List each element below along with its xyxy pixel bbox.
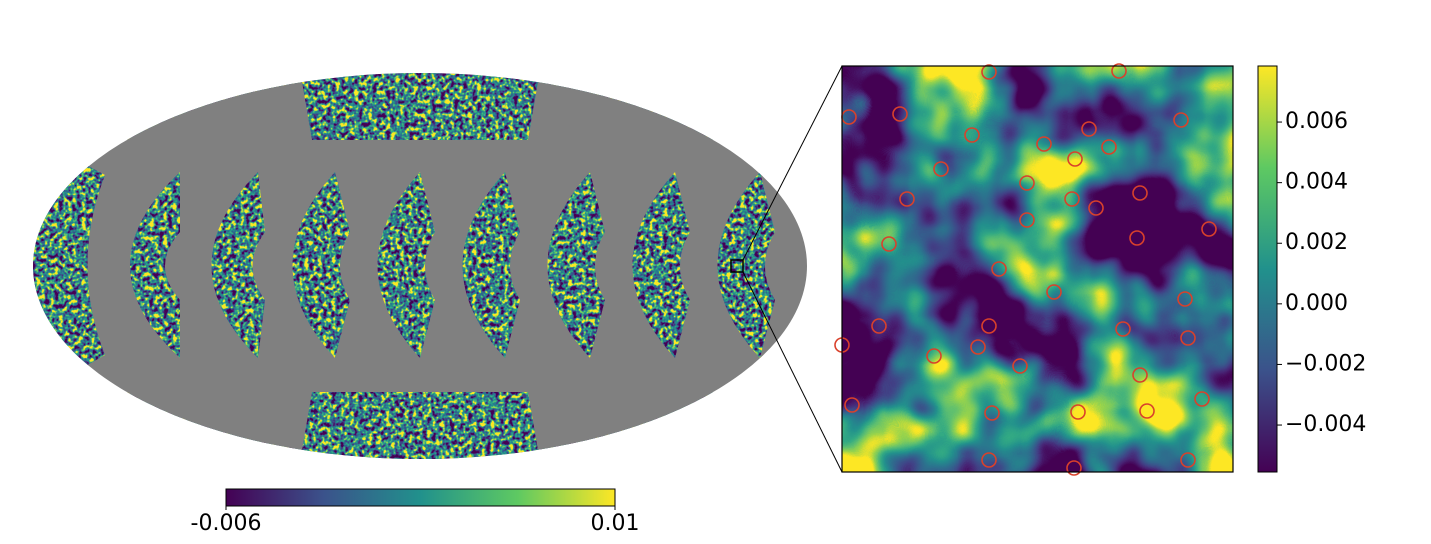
- zoom-image: [842, 66, 1233, 472]
- zoom-connector: [742, 271, 843, 473]
- peak: [1088, 200, 1104, 216]
- peak: [1201, 221, 1217, 237]
- mask-strip: [528, 73, 720, 140]
- mollweide-map: [33, 65, 843, 473]
- mask-strip: [528, 392, 720, 459]
- peak: [1111, 63, 1127, 79]
- peak: [926, 348, 942, 364]
- peak: [1129, 230, 1145, 246]
- colorbar-tick-label: -0.006: [191, 511, 262, 536]
- peak: [991, 261, 1007, 277]
- peak: [1180, 330, 1196, 346]
- colorbar-tick-label: −0.002: [1285, 351, 1366, 376]
- mask-strip: [120, 73, 312, 140]
- peak: [1132, 367, 1148, 383]
- peak: [1019, 212, 1035, 228]
- peak: [1064, 191, 1080, 207]
- mask-strip: [120, 392, 312, 459]
- peak: [1115, 321, 1131, 337]
- colorbar-tick-label: 0.006: [1285, 109, 1348, 134]
- colorbar: [225, 488, 616, 507]
- peak: [984, 405, 1000, 421]
- peak: [1067, 151, 1083, 167]
- peak: [1139, 403, 1155, 419]
- peak: [1180, 452, 1196, 468]
- zoom-box: [730, 259, 744, 273]
- peak: [981, 64, 997, 80]
- colorbar: [1257, 65, 1278, 473]
- peak: [981, 452, 997, 468]
- peak: [933, 161, 949, 177]
- colorbar-tick-label: 0.000: [1285, 291, 1348, 316]
- peak: [1101, 139, 1117, 155]
- peak: [1194, 391, 1210, 407]
- peak-markers: [834, 63, 1217, 476]
- peak: [899, 191, 915, 207]
- peak: [1173, 112, 1189, 128]
- peak: [1177, 291, 1193, 307]
- peak: [1012, 358, 1028, 374]
- colorbar-tick-label: 0.01: [591, 511, 640, 536]
- peak: [892, 106, 908, 122]
- colorbar-tick-label: 0.002: [1285, 230, 1348, 255]
- peak: [1081, 121, 1097, 137]
- colorbar-tick-label: 0.004: [1285, 170, 1348, 195]
- peak: [964, 127, 980, 143]
- peak: [881, 236, 897, 252]
- peak: [1036, 136, 1052, 152]
- peak: [970, 339, 986, 355]
- peak: [1019, 175, 1035, 191]
- peak: [981, 318, 997, 334]
- peak: [871, 318, 887, 334]
- zoom-frame: [841, 65, 1234, 473]
- colorbar-tick-label: −0.004: [1285, 412, 1366, 437]
- zoom-connector: [742, 65, 843, 261]
- peak: [844, 397, 860, 413]
- peak: [1070, 404, 1086, 420]
- zoom-panel: [834, 63, 1234, 476]
- peak: [1066, 460, 1082, 476]
- peak: [1132, 185, 1148, 201]
- peak: [1046, 284, 1062, 300]
